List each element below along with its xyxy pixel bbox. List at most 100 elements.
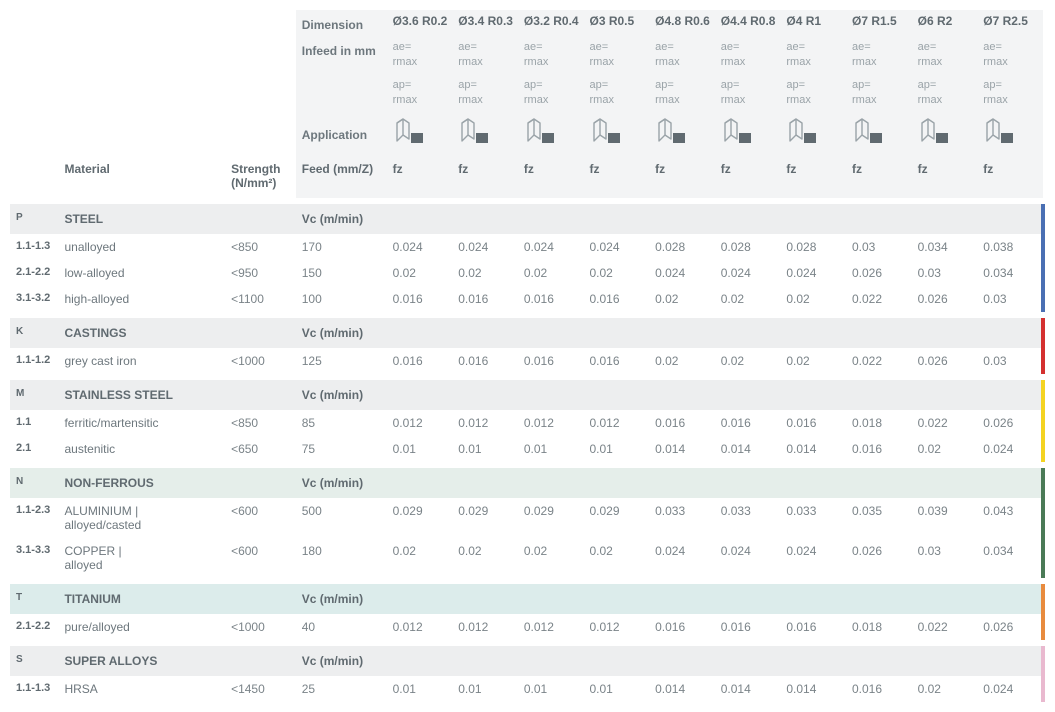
vc-value: 500 bbox=[296, 498, 387, 538]
group-name: NON-FERROUS bbox=[58, 468, 225, 498]
fz-value: 0.034 bbox=[977, 538, 1043, 578]
fz-value: 0.016 bbox=[780, 410, 846, 436]
fz-value: 0.029 bbox=[452, 498, 518, 538]
header-fz: fz bbox=[387, 154, 453, 198]
fz-value: 0.024 bbox=[584, 234, 650, 260]
material-name: ferritic/martensitic bbox=[58, 410, 225, 436]
header-fz: fz bbox=[649, 154, 715, 198]
vc-value: 25 bbox=[296, 676, 387, 702]
header-fz: fz bbox=[912, 154, 978, 198]
fz-value: 0.016 bbox=[584, 286, 650, 312]
fz-value: 0.028 bbox=[715, 234, 781, 260]
fz-value: 0.01 bbox=[387, 436, 453, 462]
group-name: STEEL bbox=[58, 204, 225, 234]
strength-value: <1100 bbox=[225, 286, 296, 312]
label-vc: Vc (m/min) bbox=[296, 204, 387, 234]
vc-value: 180 bbox=[296, 538, 387, 578]
header-fz: fz bbox=[715, 154, 781, 198]
fz-value: 0.038 bbox=[977, 234, 1043, 260]
group-name: SUPER ALLOYS bbox=[58, 646, 225, 676]
infeed-ap: ap=rmax bbox=[649, 74, 715, 112]
fz-value: 0.022 bbox=[846, 286, 912, 312]
fz-value: 0.014 bbox=[780, 436, 846, 462]
fz-value: 0.012 bbox=[584, 410, 650, 436]
label-dimension: Dimension bbox=[296, 10, 387, 36]
infeed-ae: ae=rmax bbox=[780, 36, 846, 74]
fz-value: 0.016 bbox=[780, 614, 846, 640]
fz-value: 0.02 bbox=[387, 538, 453, 578]
fz-value: 0.02 bbox=[518, 260, 584, 286]
fz-value: 0.016 bbox=[452, 286, 518, 312]
vc-value: 150 bbox=[296, 260, 387, 286]
infeed-ap: ap=rmax bbox=[584, 74, 650, 112]
strength-value: <600 bbox=[225, 538, 296, 578]
group-code: S bbox=[10, 646, 58, 676]
vc-value: 40 bbox=[296, 614, 387, 640]
material-name: pure/alloyed bbox=[58, 614, 225, 640]
application-icon bbox=[918, 117, 952, 148]
dimension-header: Ø7 R1.5 bbox=[846, 10, 912, 36]
fz-value: 0.01 bbox=[452, 436, 518, 462]
fz-value: 0.026 bbox=[912, 286, 978, 312]
infeed-ae: ae=rmax bbox=[977, 36, 1043, 74]
application-icon bbox=[393, 117, 427, 148]
fz-value: 0.01 bbox=[584, 676, 650, 702]
fz-value: 0.03 bbox=[977, 348, 1043, 374]
fz-value: 0.02 bbox=[452, 538, 518, 578]
group-code: K bbox=[10, 318, 58, 348]
fz-value: 0.016 bbox=[649, 614, 715, 640]
dimension-header: Ø3.6 R0.2 bbox=[387, 10, 453, 36]
group-code: P bbox=[10, 204, 58, 234]
infeed-ae: ae=rmax bbox=[584, 36, 650, 74]
fz-value: 0.02 bbox=[649, 348, 715, 374]
fz-value: 0.03 bbox=[912, 538, 978, 578]
group-code: M bbox=[10, 380, 58, 410]
material-name: unalloyed bbox=[58, 234, 225, 260]
fz-value: 0.016 bbox=[387, 286, 453, 312]
header-fz: fz bbox=[518, 154, 584, 198]
material-code: 1.1-1.2 bbox=[10, 348, 58, 374]
fz-value: 0.02 bbox=[912, 436, 978, 462]
fz-value: 0.026 bbox=[977, 410, 1043, 436]
material-code: 2.1-2.2 bbox=[10, 260, 58, 286]
strength-value: <850 bbox=[225, 410, 296, 436]
fz-value: 0.016 bbox=[649, 410, 715, 436]
header-fz: fz bbox=[584, 154, 650, 198]
fz-value: 0.014 bbox=[715, 676, 781, 702]
infeed-ae: ae=rmax bbox=[387, 36, 453, 74]
fz-value: 0.012 bbox=[452, 614, 518, 640]
fz-value: 0.02 bbox=[518, 538, 584, 578]
fz-value: 0.024 bbox=[649, 538, 715, 578]
material-code: 2.1 bbox=[10, 436, 58, 462]
fz-value: 0.033 bbox=[780, 498, 846, 538]
material-name: ALUMINIUM |alloyed/casted bbox=[58, 498, 225, 538]
fz-value: 0.03 bbox=[846, 234, 912, 260]
fz-value: 0.024 bbox=[649, 260, 715, 286]
dimension-header: Ø4.8 R0.6 bbox=[649, 10, 715, 36]
strength-value: <1000 bbox=[225, 348, 296, 374]
fz-value: 0.022 bbox=[912, 614, 978, 640]
material-name: austenitic bbox=[58, 436, 225, 462]
label-vc: Vc (m/min) bbox=[296, 318, 387, 348]
material-name: HRSA bbox=[58, 676, 225, 702]
fz-value: 0.012 bbox=[518, 410, 584, 436]
fz-value: 0.014 bbox=[715, 436, 781, 462]
fz-value: 0.02 bbox=[912, 676, 978, 702]
application-icon bbox=[590, 117, 624, 148]
strength-value: <850 bbox=[225, 234, 296, 260]
fz-value: 0.012 bbox=[584, 614, 650, 640]
fz-value: 0.018 bbox=[846, 614, 912, 640]
fz-value: 0.014 bbox=[649, 676, 715, 702]
fz-value: 0.02 bbox=[387, 260, 453, 286]
dimension-header: Ø7 R2.5 bbox=[977, 10, 1043, 36]
material-name: low-alloyed bbox=[58, 260, 225, 286]
header-fz: fz bbox=[452, 154, 518, 198]
vc-value: 100 bbox=[296, 286, 387, 312]
fz-value: 0.018 bbox=[846, 410, 912, 436]
vc-value: 170 bbox=[296, 234, 387, 260]
fz-value: 0.024 bbox=[780, 260, 846, 286]
infeed-ap: ap=rmax bbox=[452, 74, 518, 112]
dimension-header: Ø3.2 R0.4 bbox=[518, 10, 584, 36]
dimension-header: Ø3 R0.5 bbox=[584, 10, 650, 36]
fz-value: 0.012 bbox=[387, 614, 453, 640]
